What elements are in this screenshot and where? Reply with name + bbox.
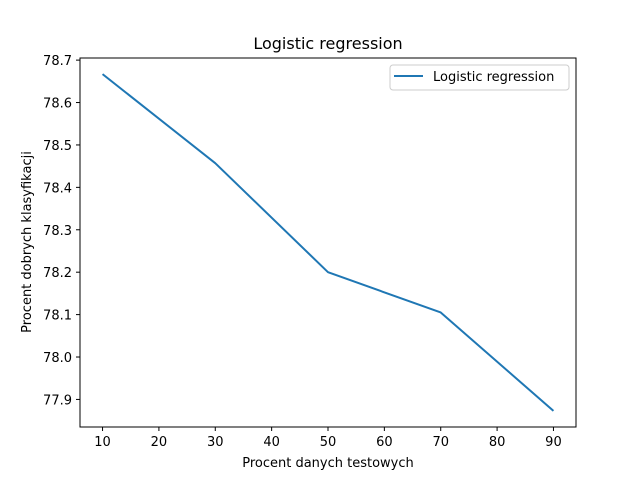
y-tick-label-78.4: 78.4 <box>43 181 72 196</box>
x-tick-label-90: 90 <box>545 435 562 450</box>
y-axis-label: Procent dobrych klasyfikacji <box>20 151 35 333</box>
y-tick-label-78.6: 78.6 <box>43 97 72 112</box>
y-tick-label-78.3: 78.3 <box>43 224 72 239</box>
x-tick-label-10: 10 <box>94 435 111 450</box>
data-point-0-1 <box>214 162 216 164</box>
y-tick-label-78.0: 78.0 <box>43 351 72 366</box>
data-point-0-3 <box>440 311 442 313</box>
x-tick-label-40: 40 <box>263 435 280 450</box>
x-tick-label-80: 80 <box>489 435 506 450</box>
series-line-0 <box>101 73 555 412</box>
legend-box <box>389 64 570 91</box>
y-tick-label-78.7: 78.7 <box>43 54 72 69</box>
data-point-0-0 <box>102 73 104 75</box>
chart-title: Logistic regression <box>253 34 402 53</box>
plot-area-frame <box>79 57 577 428</box>
x-axis-label: Procent danych testowych <box>242 456 414 471</box>
x-axis-ticks: 10 20 30 40 50 60 70 80 90 <box>94 427 562 450</box>
legend-label-logistic-regression: Logistic regression <box>433 70 554 85</box>
data-point-0-2 <box>327 271 329 273</box>
x-tick-label-50: 50 <box>320 435 337 450</box>
y-tick-label-78.2: 78.2 <box>43 266 72 281</box>
x-tick-label-30: 30 <box>207 435 224 450</box>
x-tick-label-20: 20 <box>151 435 168 450</box>
y-axis-ticks: 77.9 78.0 78.1 78.2 78.3 78.4 78.5 78.6 78.7 <box>43 54 80 408</box>
x-tick-label-70: 70 <box>432 435 449 450</box>
plot-series <box>101 73 555 412</box>
x-tick-label-60: 60 <box>376 435 393 450</box>
data-point-0-4 <box>552 410 554 412</box>
y-tick-label-77.9: 77.9 <box>43 393 72 408</box>
y-tick-label-78.1: 78.1 <box>43 309 72 324</box>
legend: Logistic regression <box>389 64 570 91</box>
y-tick-label-78.5: 78.5 <box>43 139 72 154</box>
